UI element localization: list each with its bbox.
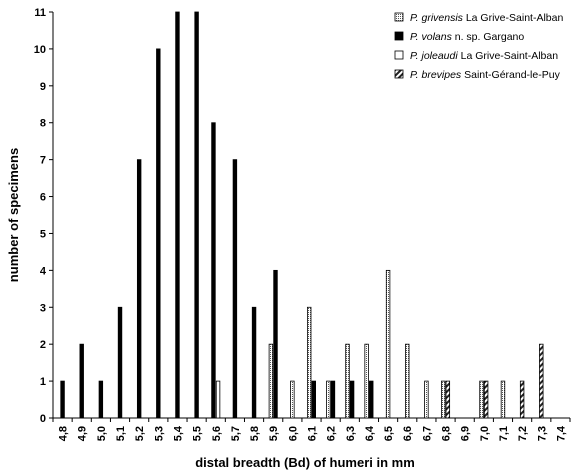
bar-volans — [156, 48, 161, 419]
x-tick-label: 5,4 — [172, 425, 184, 441]
bar-volans — [273, 269, 278, 419]
legend-species: P. brevipes — [410, 69, 462, 81]
x-axis-title: distal breadth (Bd) of humeri in mm — [195, 455, 415, 470]
bar-volans — [349, 380, 355, 419]
legend-swatch-volans — [394, 31, 404, 41]
legend-label-grivensis: P. grivensis La Grive-Saint-Alban — [410, 12, 563, 24]
bar-volans — [251, 306, 257, 419]
x-tick-label: 7,4 — [555, 425, 567, 441]
x-tick-label: 6,1 — [307, 426, 319, 441]
bar-grivensis — [268, 343, 274, 419]
bar-grivensis — [345, 343, 350, 419]
legend-swatch-brevipes — [394, 69, 404, 79]
x-tick-label: 5,2 — [134, 426, 146, 441]
legend-label-joleaudi: P. joleaudi La Grive-Saint-Alban — [410, 50, 558, 62]
x-tick-label: 6,0 — [287, 426, 299, 441]
x-tick-label: 7,2 — [517, 426, 529, 441]
legend-swatch-joleaudi — [394, 50, 404, 60]
bar-joleaudi — [215, 380, 221, 419]
x-tick-label: 6,7 — [421, 426, 433, 441]
x-tick-label: 5,3 — [153, 426, 165, 441]
y-tick-label: 0 — [40, 413, 46, 425]
bar-grivensis — [405, 343, 410, 419]
legend-species: P. joleaudi — [410, 50, 458, 62]
x-tick-label: 6,8 — [441, 426, 453, 441]
legend-species: P. grivensis — [410, 12, 464, 24]
x-tick-label: 6,3 — [345, 426, 357, 441]
bar-grivensis — [500, 380, 506, 419]
y-tick-label: 1 — [40, 376, 46, 388]
x-tick-label: 7,0 — [479, 426, 491, 441]
legend-label-volans: P. volans n. sp. Gargano — [410, 31, 524, 43]
bar-volans — [369, 380, 374, 419]
bar-grivensis — [326, 380, 331, 419]
y-axis-title: number of specimens — [6, 148, 21, 282]
y-tick-label: 4 — [40, 265, 47, 277]
y-tick-label: 3 — [40, 302, 46, 314]
y-tick-label: 6 — [40, 192, 46, 204]
legend-swatch-grivensis — [394, 12, 404, 22]
legend: P. grivensis La Grive-Saint-Alban P. vola… — [394, 12, 563, 81]
y-tick-label: 10 — [34, 44, 46, 56]
x-tick-label: 5,0 — [96, 426, 108, 441]
x-tick-label: 6,4 — [364, 425, 376, 441]
bar-brevipes — [539, 343, 544, 419]
legend-label-brevipes: P. brevipes Saint-Gérand-le-Puy — [410, 69, 561, 81]
y-axis: 0 1 2 3 4 5 6 7 8 9 10 11 — [34, 7, 54, 425]
y-tick-label: 5 — [40, 228, 46, 240]
x-tick-label: 5,7 — [230, 426, 242, 441]
bar-grivensis — [441, 380, 446, 419]
bar-volans — [175, 11, 180, 419]
x-tick-label: 4,8 — [58, 426, 70, 441]
x-tick-label: 6,5 — [383, 426, 395, 441]
x-axis: 4,8 4,9 5,0 5,1 5,2 5,3 5,4 5,5 5,6 5,7 5,8 5,9 6,0 6… — [52, 417, 571, 441]
y-tick-label: 11 — [34, 7, 46, 19]
bar-volans — [232, 159, 238, 419]
x-tick-label: 4,9 — [77, 426, 89, 441]
bar-volans — [79, 343, 84, 419]
bar-grivensis — [424, 380, 429, 419]
y-tick-label: 7 — [40, 155, 46, 167]
bar-grivensis — [306, 306, 312, 419]
bar-volans — [136, 159, 142, 419]
bar-volans — [98, 380, 104, 419]
bar-grivensis — [479, 380, 484, 419]
bar-volans — [117, 306, 123, 419]
x-tick-label: 5,6 — [211, 426, 223, 441]
legend-locality: Saint-Gérand-le-Puy — [461, 69, 560, 81]
bar-volans — [330, 380, 336, 419]
bar-grivensis — [290, 380, 295, 419]
x-tick-label: 5,9 — [268, 426, 280, 441]
x-tick-label: 6,9 — [460, 426, 472, 441]
bar-volans — [211, 122, 216, 419]
bar-grivensis — [385, 269, 391, 419]
bar-volans — [311, 380, 316, 419]
legend-locality: La Grive-Saint-Alban — [463, 12, 564, 24]
bar-brevipes — [519, 380, 525, 419]
legend-species: P. volans — [410, 31, 453, 43]
x-tick-label: 5,5 — [192, 426, 204, 441]
bar-grivensis — [364, 343, 369, 419]
bar-brevipes — [445, 380, 451, 419]
legend-locality: La Grive-Saint-Alban — [458, 50, 559, 62]
bar-volans — [60, 380, 65, 419]
x-tick-label: 7,3 — [536, 426, 548, 441]
bars — [60, 11, 544, 419]
x-tick-label: 5,1 — [115, 426, 127, 441]
x-tick-label: 7,1 — [498, 426, 510, 441]
bar-brevipes — [483, 380, 489, 419]
bar-volans — [194, 11, 199, 419]
y-tick-label: 9 — [40, 81, 46, 93]
y-tick-label: 2 — [40, 339, 46, 351]
x-tick-label: 6,6 — [402, 426, 414, 441]
x-tick-label: 6,2 — [326, 426, 338, 441]
x-tick-label: 5,8 — [249, 426, 261, 441]
y-tick-label: 8 — [40, 118, 46, 130]
legend-locality: n. sp. Gargano — [452, 31, 525, 43]
